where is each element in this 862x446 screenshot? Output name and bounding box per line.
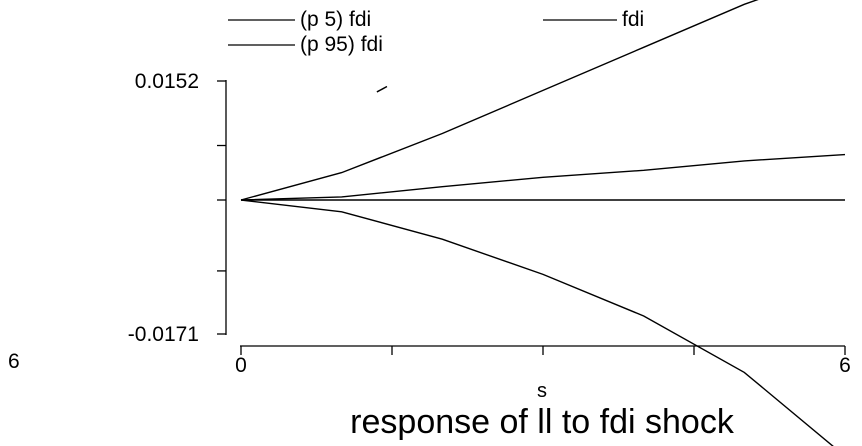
legend-label-p5: (p 5) fdi bbox=[300, 8, 371, 31]
x-tick-label: 6 bbox=[839, 354, 851, 377]
legend-label-p95: (p 95) fdi bbox=[300, 33, 383, 56]
annotation-mark bbox=[376, 85, 388, 93]
x-axis-label: s bbox=[537, 380, 547, 402]
legend: (p 5) fdi fdi (p 95) fdi bbox=[228, 8, 644, 56]
x-tick-label: 0 bbox=[235, 354, 247, 377]
y-tick-label: -0.0171 bbox=[128, 323, 199, 346]
legend-label-fdi: fdi bbox=[622, 8, 644, 31]
chart-title: response of ll to fdi shock bbox=[350, 403, 735, 441]
series-line-p-95-fdi bbox=[240, 0, 759, 201]
y-ticks: -0.0171 0.0152 bbox=[128, 70, 226, 346]
stray-label: 6 bbox=[8, 350, 20, 373]
series-lines bbox=[240, 0, 846, 446]
series-line-p-5-fdi bbox=[240, 199, 834, 446]
series-line-fdi bbox=[240, 153, 846, 201]
y-tick-label: 0.0152 bbox=[135, 70, 199, 93]
